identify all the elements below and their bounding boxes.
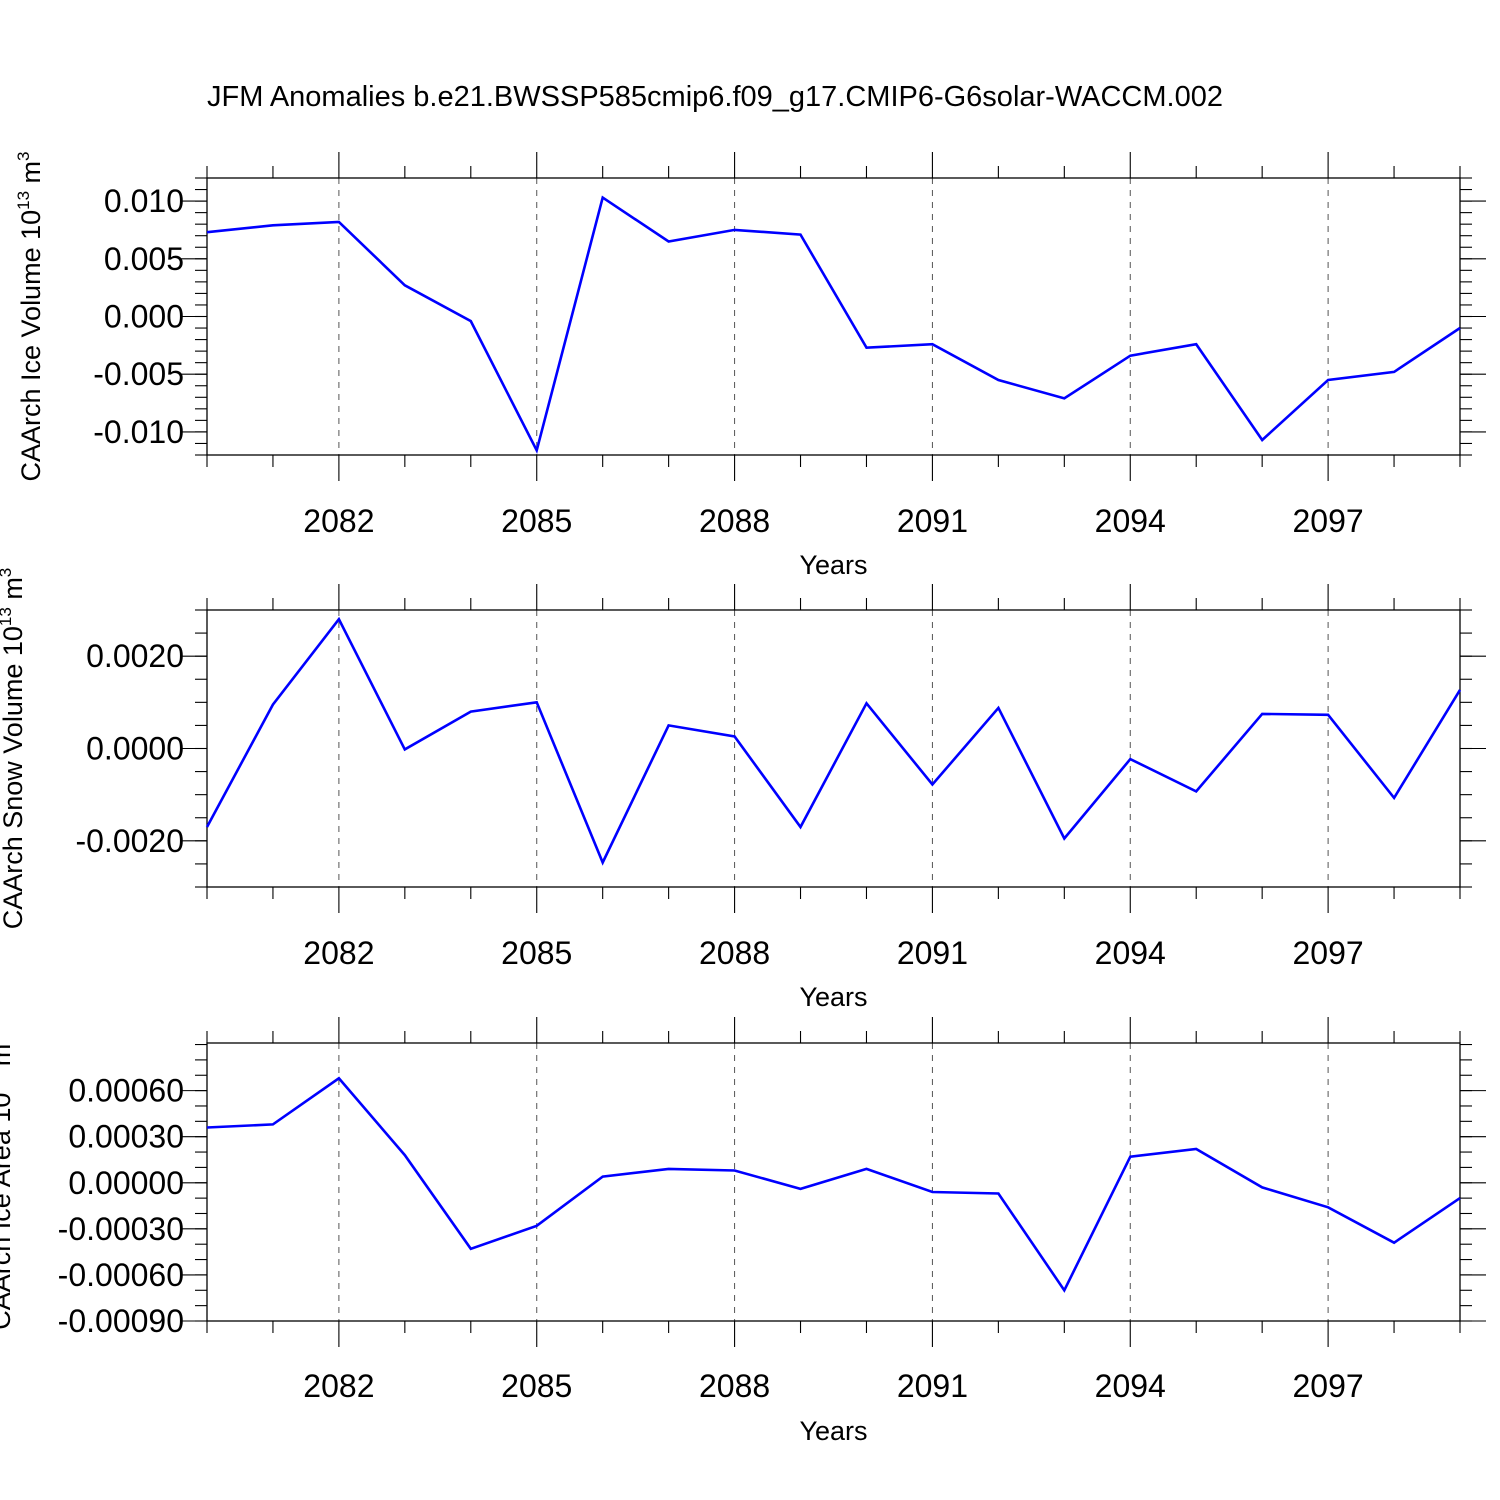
plot-frame: [206, 1042, 1461, 1322]
x-tick-label: 2085: [501, 503, 572, 539]
y-tick-label: -0.005: [93, 356, 184, 392]
plot-frame: [206, 609, 1461, 888]
y-tick-label: -0.00060: [58, 1257, 184, 1293]
x-tick-label: 2097: [1293, 503, 1364, 539]
x-tick-label: 2082: [303, 1368, 374, 1404]
series-line: [205, 616, 1462, 866]
y-tick-label: 0.0020: [86, 638, 184, 674]
x-axis-title: Years: [799, 550, 867, 580]
x-tick-label: 2094: [1095, 1368, 1166, 1404]
x-tick-label: 2085: [501, 1368, 572, 1404]
x-tick-label: 2094: [1095, 503, 1166, 539]
x-axis-title: Years: [799, 982, 867, 1012]
y-tick-label: 0.0000: [86, 731, 184, 767]
y-tick-label: -0.00030: [58, 1211, 184, 1247]
y-tick-label: 0.00000: [68, 1165, 184, 1201]
y-tick-label: -0.0020: [75, 823, 184, 859]
panel-3: 0.00060 0.00030 0.00000 -0.00030 -0.00060 -0.…: [0, 1017, 1486, 1446]
panel-2: 0.0020 0.0000 -0.0020 2082 2085 2088 2091 2094 2…: [0, 568, 1486, 1012]
x-tick-label: 2091: [897, 503, 968, 539]
y-tick-label: 0.00030: [68, 1119, 184, 1155]
series-line: [206, 195, 1461, 455]
x-tick-label: 2082: [303, 503, 374, 539]
y-axis-title: CAArch Ice Area 1013 m2: [0, 1034, 16, 1330]
x-tick-label: 2091: [897, 935, 968, 971]
y-axis-title: CAArch Snow Volume 1013 m3: [0, 568, 28, 930]
x-tick-label: 2097: [1293, 1368, 1364, 1404]
y-tick-label: 0.005: [104, 241, 184, 277]
y-tick-label: -0.00090: [58, 1303, 184, 1339]
y-axis-title: CAArch Ice Volume 1013 m3: [14, 151, 46, 481]
x-tick-label: 2088: [699, 503, 770, 539]
figure-title: JFM Anomalies b.e21.BWSSP585cmip6.f09_g1…: [207, 81, 1223, 113]
x-tick-label: 2097: [1293, 935, 1364, 971]
panels: 0.010 0.005 0.000 -0.005 -0.010 2082 2085 2088 2…: [0, 151, 1486, 1446]
x-tick-label: 2085: [501, 935, 572, 971]
series-line: [206, 1076, 1461, 1293]
x-tick-label: 2091: [897, 1368, 968, 1404]
y-tick-label: 0.010: [104, 183, 184, 219]
x-tick-label: 2094: [1095, 935, 1166, 971]
x-tick-label: 2082: [303, 935, 374, 971]
y-tick-label: 0.00060: [68, 1073, 184, 1109]
x-tick-label: 2088: [699, 1368, 770, 1404]
x-tick-label: 2088: [699, 935, 770, 971]
panel-1: 0.010 0.005 0.000 -0.005 -0.010 2082 2085 2088 2…: [14, 151, 1486, 580]
plot-frame: [206, 177, 1461, 456]
y-tick-label: 0.000: [104, 299, 184, 335]
y-tick-label: -0.010: [93, 414, 184, 450]
x-axis-title: Years: [799, 1416, 867, 1446]
